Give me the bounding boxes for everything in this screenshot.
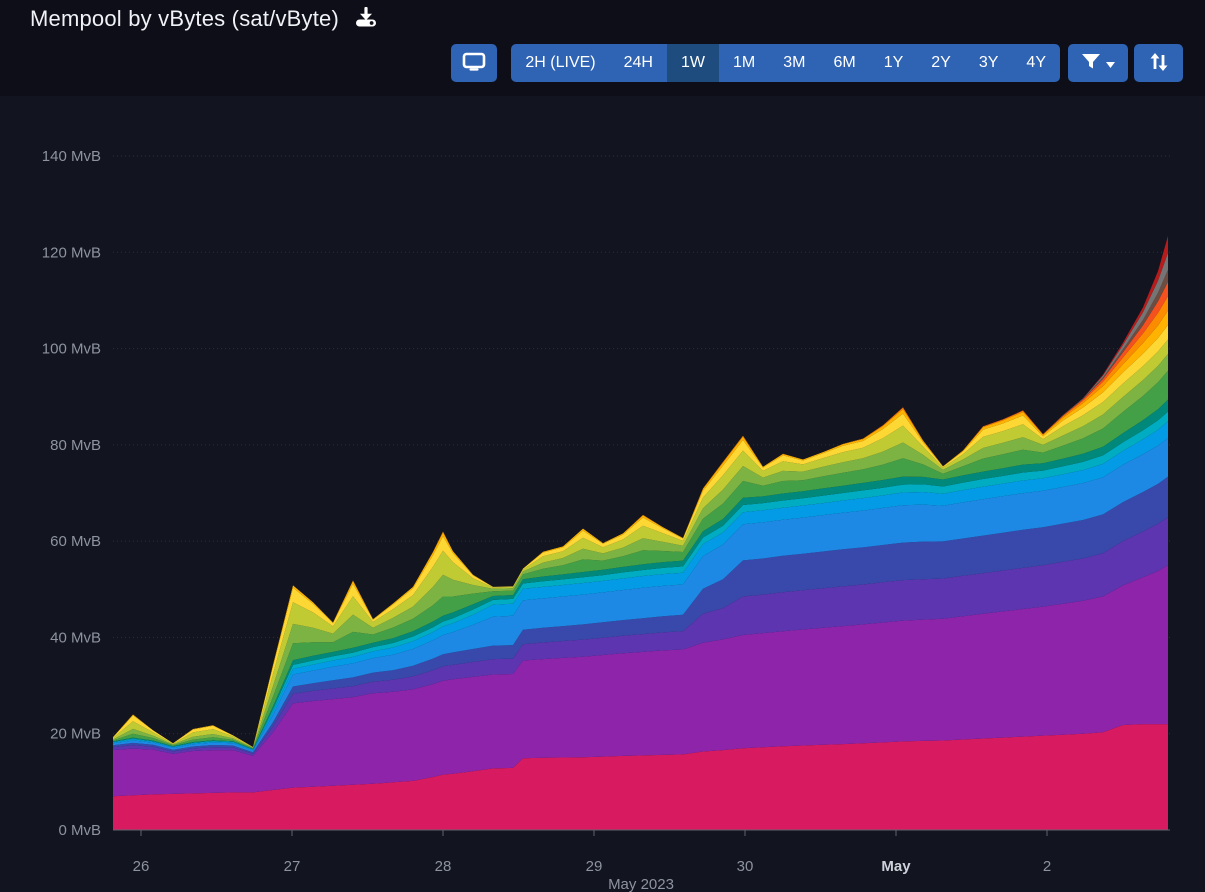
range-button-3m[interactable]: 3M [769, 44, 820, 82]
y-axis-tick-label: 20 MvB [50, 726, 101, 743]
area-band-light-blue [113, 421, 1168, 751]
x-axis-context-label: May 2023 [608, 876, 674, 892]
area-band-blue [113, 438, 1168, 753]
funnel-icon [1081, 53, 1101, 73]
range-button-6m[interactable]: 6M [819, 44, 870, 82]
area-band-lime [113, 339, 1168, 748]
y-axis-tick-label: 60 MvB [50, 533, 101, 550]
y-axis-tick-label: 120 MvB [42, 244, 101, 261]
x-axis-tick-label: 28 [435, 858, 452, 875]
range-button-3y[interactable]: 3Y [964, 44, 1013, 82]
range-button-24h[interactable]: 24H [609, 44, 667, 82]
mempool-chart[interactable]: 0 MvB 20 MvB 40 MvB 60 MvB 80 MvB 100 MvB 120 … [0, 96, 1205, 892]
range-button-2h-live[interactable]: 2H (LIVE) [511, 44, 610, 82]
filter-dropdown-button[interactable] [1068, 44, 1128, 82]
page-header: Mempool by vBytes (sat/vByte) 2H (LIVE) 2 [0, 0, 1205, 96]
x-axis-tick-label: 26 [133, 858, 150, 875]
download-button[interactable] [353, 4, 379, 33]
range-button-4y[interactable]: 4Y [1012, 44, 1060, 82]
area-band-green [113, 370, 1168, 749]
chevron-down-icon [1106, 56, 1115, 71]
stacked-area-chart: 0 MvB 20 MvB 40 MvB 60 MvB 80 MvB 100 MvB 120 … [42, 148, 1170, 892]
page-title: Mempool by vBytes (sat/vByte) [30, 5, 340, 31]
monitor-icon [462, 52, 486, 75]
x-axis-tick-label: 2 [1043, 858, 1051, 875]
x-axis-tick-label: May [881, 858, 911, 875]
area-band-purple [113, 565, 1168, 797]
range-button-2y[interactable]: 2Y [917, 44, 965, 82]
range-button-1w[interactable]: 1W [666, 44, 719, 82]
title-row: Mempool by vBytes (sat/vByte) [30, 4, 379, 33]
y-axis-tick-label: 140 MvB [42, 148, 101, 165]
range-button-1y[interactable]: 1Y [869, 44, 918, 82]
x-axis-tick-label: 30 [737, 858, 754, 875]
toolbar: 2H (LIVE) 24H 1W 1M 3M 6M 1Y 2Y 3Y 4Y [451, 44, 1183, 82]
area-band-deep-purple [113, 517, 1168, 756]
arrows-up-down-icon [1149, 52, 1169, 75]
tv-mode-button[interactable] [451, 44, 498, 82]
y-axis-tick-label: 0 MvB [58, 822, 101, 839]
area-band-pink [113, 724, 1168, 830]
x-axis-tick-label: 29 [586, 858, 603, 875]
range-button-1m[interactable]: 1M [718, 44, 770, 82]
download-icon [353, 4, 379, 33]
invert-toggle-button[interactable] [1134, 44, 1183, 82]
y-axis-tick-label: 100 MvB [42, 341, 101, 358]
x-axis-tick-label: 27 [284, 858, 301, 875]
area-band-indigo [113, 476, 1168, 754]
time-range-group: 2H (LIVE) 24H 1W 1M 3M 6M 1Y 2Y 3Y 4Y [511, 44, 1060, 82]
y-axis-tick-label: 40 MvB [50, 629, 101, 646]
area-band-light-green [113, 353, 1168, 749]
y-axis-tick-label: 80 MvB [50, 437, 101, 454]
